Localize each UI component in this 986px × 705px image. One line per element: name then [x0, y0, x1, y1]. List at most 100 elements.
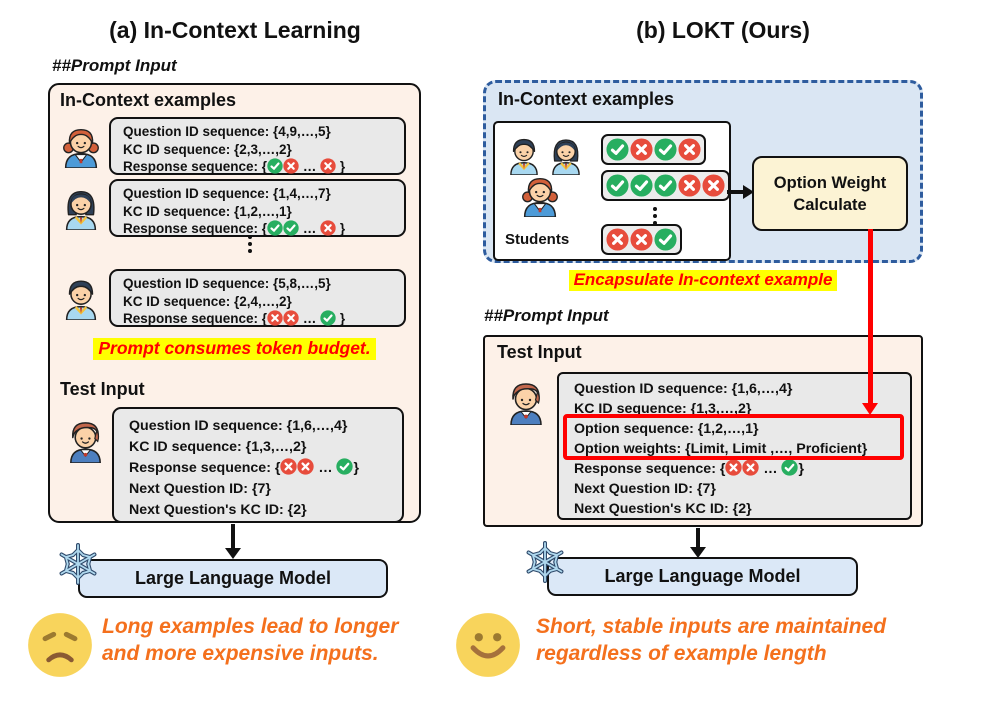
test-line: Next Question's KC ID: {2} — [129, 500, 402, 521]
line-text: Response sequence: { — [574, 461, 726, 477]
response-sequence-pill — [601, 170, 730, 201]
llm-label-a: Large Language Model — [134, 568, 332, 588]
cross-icon — [630, 228, 653, 251]
example-row: Question ID sequence: {5,8,…,5} KC ID seq… — [58, 269, 410, 327]
encapsulate-note: Encapsulate In-context example — [568, 270, 838, 291]
test-input-box-b: Question ID sequence: {1,6,…,4} KC ID seq… — [557, 372, 912, 520]
prompt-input-label-b: ##Prompt Input — [484, 306, 609, 325]
caption-b: Short, stable inputs are maintained rega… — [536, 613, 886, 667]
caption-a-line2: and more expensive inputs. — [102, 642, 379, 665]
red-arrow-head-icon — [862, 403, 878, 415]
check-icon — [267, 220, 283, 236]
line-text: } — [336, 311, 346, 326]
cross-icon — [283, 158, 299, 174]
test-line: Response sequence: { … } — [574, 459, 910, 479]
line-text: Response sequence: { — [129, 460, 281, 476]
cross-icon — [725, 459, 743, 476]
cross-icon — [678, 174, 701, 197]
response-sequence-pill — [601, 134, 706, 165]
line-text: Next Question's KC ID: {2} — [574, 501, 752, 517]
panel-a-title: (a) In-Context Learning — [109, 17, 361, 43]
line-text: } — [336, 221, 346, 236]
students-box: Students — [493, 121, 731, 261]
encapsulate-note-wrap: Encapsulate In-context example — [483, 270, 923, 291]
test-line: KC ID sequence: {1,3,…,2} — [129, 437, 402, 458]
owc-line1: Option Weight — [773, 173, 887, 192]
prompt-input-box-b: Test Input Question ID sequence: {1,6,…,… — [483, 335, 923, 527]
cross-icon — [320, 220, 336, 236]
test-line: Next Question's KC ID: {2} — [574, 499, 910, 519]
in-context-encapsulation-box: In-Context examples Students — [483, 80, 923, 263]
test-line: Next Question ID: {7} — [129, 479, 402, 500]
avatar-girl-dark-hair — [58, 184, 104, 230]
snowflake-icon — [54, 540, 102, 588]
line-text: } — [798, 461, 804, 477]
example-box: Question ID sequence: {5,8,…,5} KC ID seq… — [109, 269, 406, 327]
check-icon — [320, 310, 336, 326]
smiley-face-icon — [454, 611, 522, 679]
line-text: KC ID sequence: {2,3,…,2} — [123, 141, 292, 157]
test-line: KC ID sequence: {1,3,…,2} — [574, 399, 910, 419]
llm-box-a: Large Language Model — [78, 559, 388, 598]
line-text: Question ID sequence: {1,6,…,4} — [574, 381, 793, 397]
option-weight-calculate-box: Option Weight Calculate — [752, 156, 908, 231]
test-line: Response sequence: { … } — [129, 458, 402, 479]
test-line: Next Question ID: {7} — [574, 479, 910, 499]
line-text: KC ID sequence: {1,3,…,2} — [129, 439, 307, 455]
cross-icon — [606, 228, 629, 251]
cross-icon — [297, 458, 315, 475]
check-icon — [283, 220, 299, 236]
check-icon — [654, 138, 677, 161]
check-icon — [606, 174, 629, 197]
token-budget-note: Prompt consumes token budget. — [93, 338, 376, 360]
owc-line2: Calculate — [793, 195, 867, 214]
prompt-input-label-a: ##Prompt Input — [52, 56, 177, 75]
caption-a: Long examples lead to longer and more ex… — [102, 613, 398, 667]
line-text: Option sequence: {1,2,…,1} — [574, 421, 759, 437]
cross-icon — [702, 174, 725, 197]
line-text: … — [759, 461, 782, 477]
check-icon — [654, 174, 677, 197]
avatar-girl-orange-hair — [517, 171, 563, 217]
check-icon — [654, 228, 677, 251]
line-text: Response sequence: { — [123, 221, 268, 236]
in-context-examples-heading-a: In-Context examples — [60, 90, 237, 110]
cross-icon — [742, 459, 760, 476]
line-text: KC ID sequence: {2,4,…,2} — [123, 293, 292, 309]
line-text: Question ID sequence: {1,4,…,7} — [123, 186, 331, 201]
panel-b-title: (b) LOKT (Ours) — [636, 17, 810, 43]
line-text: … — [299, 311, 321, 326]
line-text: Option weights: {Limit, Limit ,…, Profic… — [574, 441, 868, 457]
caption-b-line1: Short, stable inputs are maintained — [536, 615, 887, 638]
caption-a-line1: Long examples lead to longer — [102, 615, 399, 638]
cross-icon — [267, 310, 283, 326]
test-line-highlighted: Option weights: {Limit, Limit ,…, Profic… — [574, 439, 910, 459]
line-text: Next Question's KC ID: {2} — [129, 502, 307, 518]
avatar-boy-dark-hair — [503, 133, 545, 175]
cross-icon — [283, 310, 299, 326]
check-icon — [781, 459, 799, 476]
line-text: … — [314, 460, 337, 476]
avatar-boy-brown-hair — [62, 416, 109, 463]
right-arrow-icon — [727, 185, 754, 199]
example-row: Question ID sequence: {4,9,…,5} KC ID seq… — [58, 117, 410, 175]
red-arrow-line — [868, 229, 873, 404]
response-sequence-pill — [601, 224, 682, 255]
cross-icon — [280, 458, 298, 475]
cross-icon — [678, 138, 701, 161]
line-text: Question ID sequence: {4,9,…,5} — [123, 124, 331, 139]
check-icon — [630, 174, 653, 197]
test-line-highlighted: Option sequence: {1,2,…,1} — [574, 419, 910, 439]
check-icon — [606, 138, 629, 161]
line-text: KC ID sequence: {1,2,…,1} — [123, 203, 292, 219]
down-arrow-icon — [225, 524, 241, 559]
response-line: Response sequence: { … } — [123, 158, 404, 176]
avatar-girl-orange-hair — [58, 122, 104, 168]
example-row: Question ID sequence: {1,4,…,7} KC ID seq… — [58, 179, 410, 237]
avatar-boy-dark-hair — [58, 274, 104, 320]
avatar-girl-dark-hair — [545, 133, 587, 175]
line-text: Response sequence: { — [123, 311, 268, 326]
snowflake-icon — [521, 538, 569, 586]
cross-icon — [320, 158, 336, 174]
